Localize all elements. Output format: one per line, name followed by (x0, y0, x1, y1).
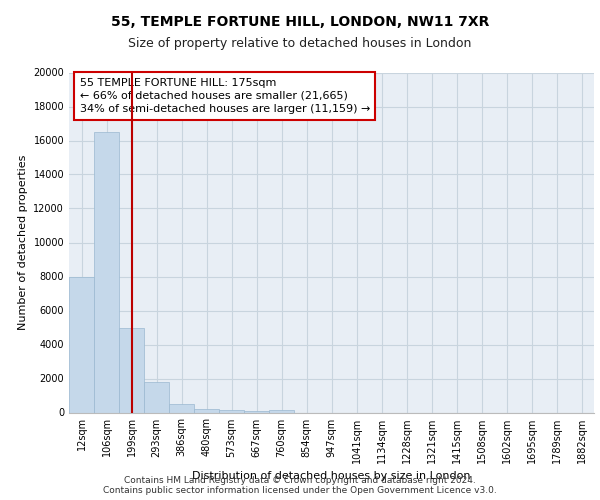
Bar (94, 132, 119, 412)
Bar (119, 328, 144, 412)
Text: 55, TEMPLE FORTUNE HILL, LONDON, NW11 7XR: 55, TEMPLE FORTUNE HILL, LONDON, NW11 7X… (111, 15, 489, 29)
Bar (219, 410, 244, 412)
Bar (244, 411, 269, 412)
Text: Size of property relative to detached houses in London: Size of property relative to detached ho… (128, 38, 472, 51)
Text: Contains HM Land Registry data © Crown copyright and database right 2024.
Contai: Contains HM Land Registry data © Crown c… (103, 476, 497, 495)
Text: 55 TEMPLE FORTUNE HILL: 175sqm
← 66% of detached houses are smaller (21,665)
34%: 55 TEMPLE FORTUNE HILL: 175sqm ← 66% of … (79, 78, 370, 114)
Bar (69, 276, 94, 412)
Bar (144, 382, 169, 412)
Y-axis label: Number of detached properties: Number of detached properties (18, 155, 28, 330)
Bar (194, 409, 219, 412)
X-axis label: Distribution of detached houses by size in London: Distribution of detached houses by size … (192, 471, 471, 481)
Bar (169, 404, 194, 412)
Bar (269, 410, 294, 412)
